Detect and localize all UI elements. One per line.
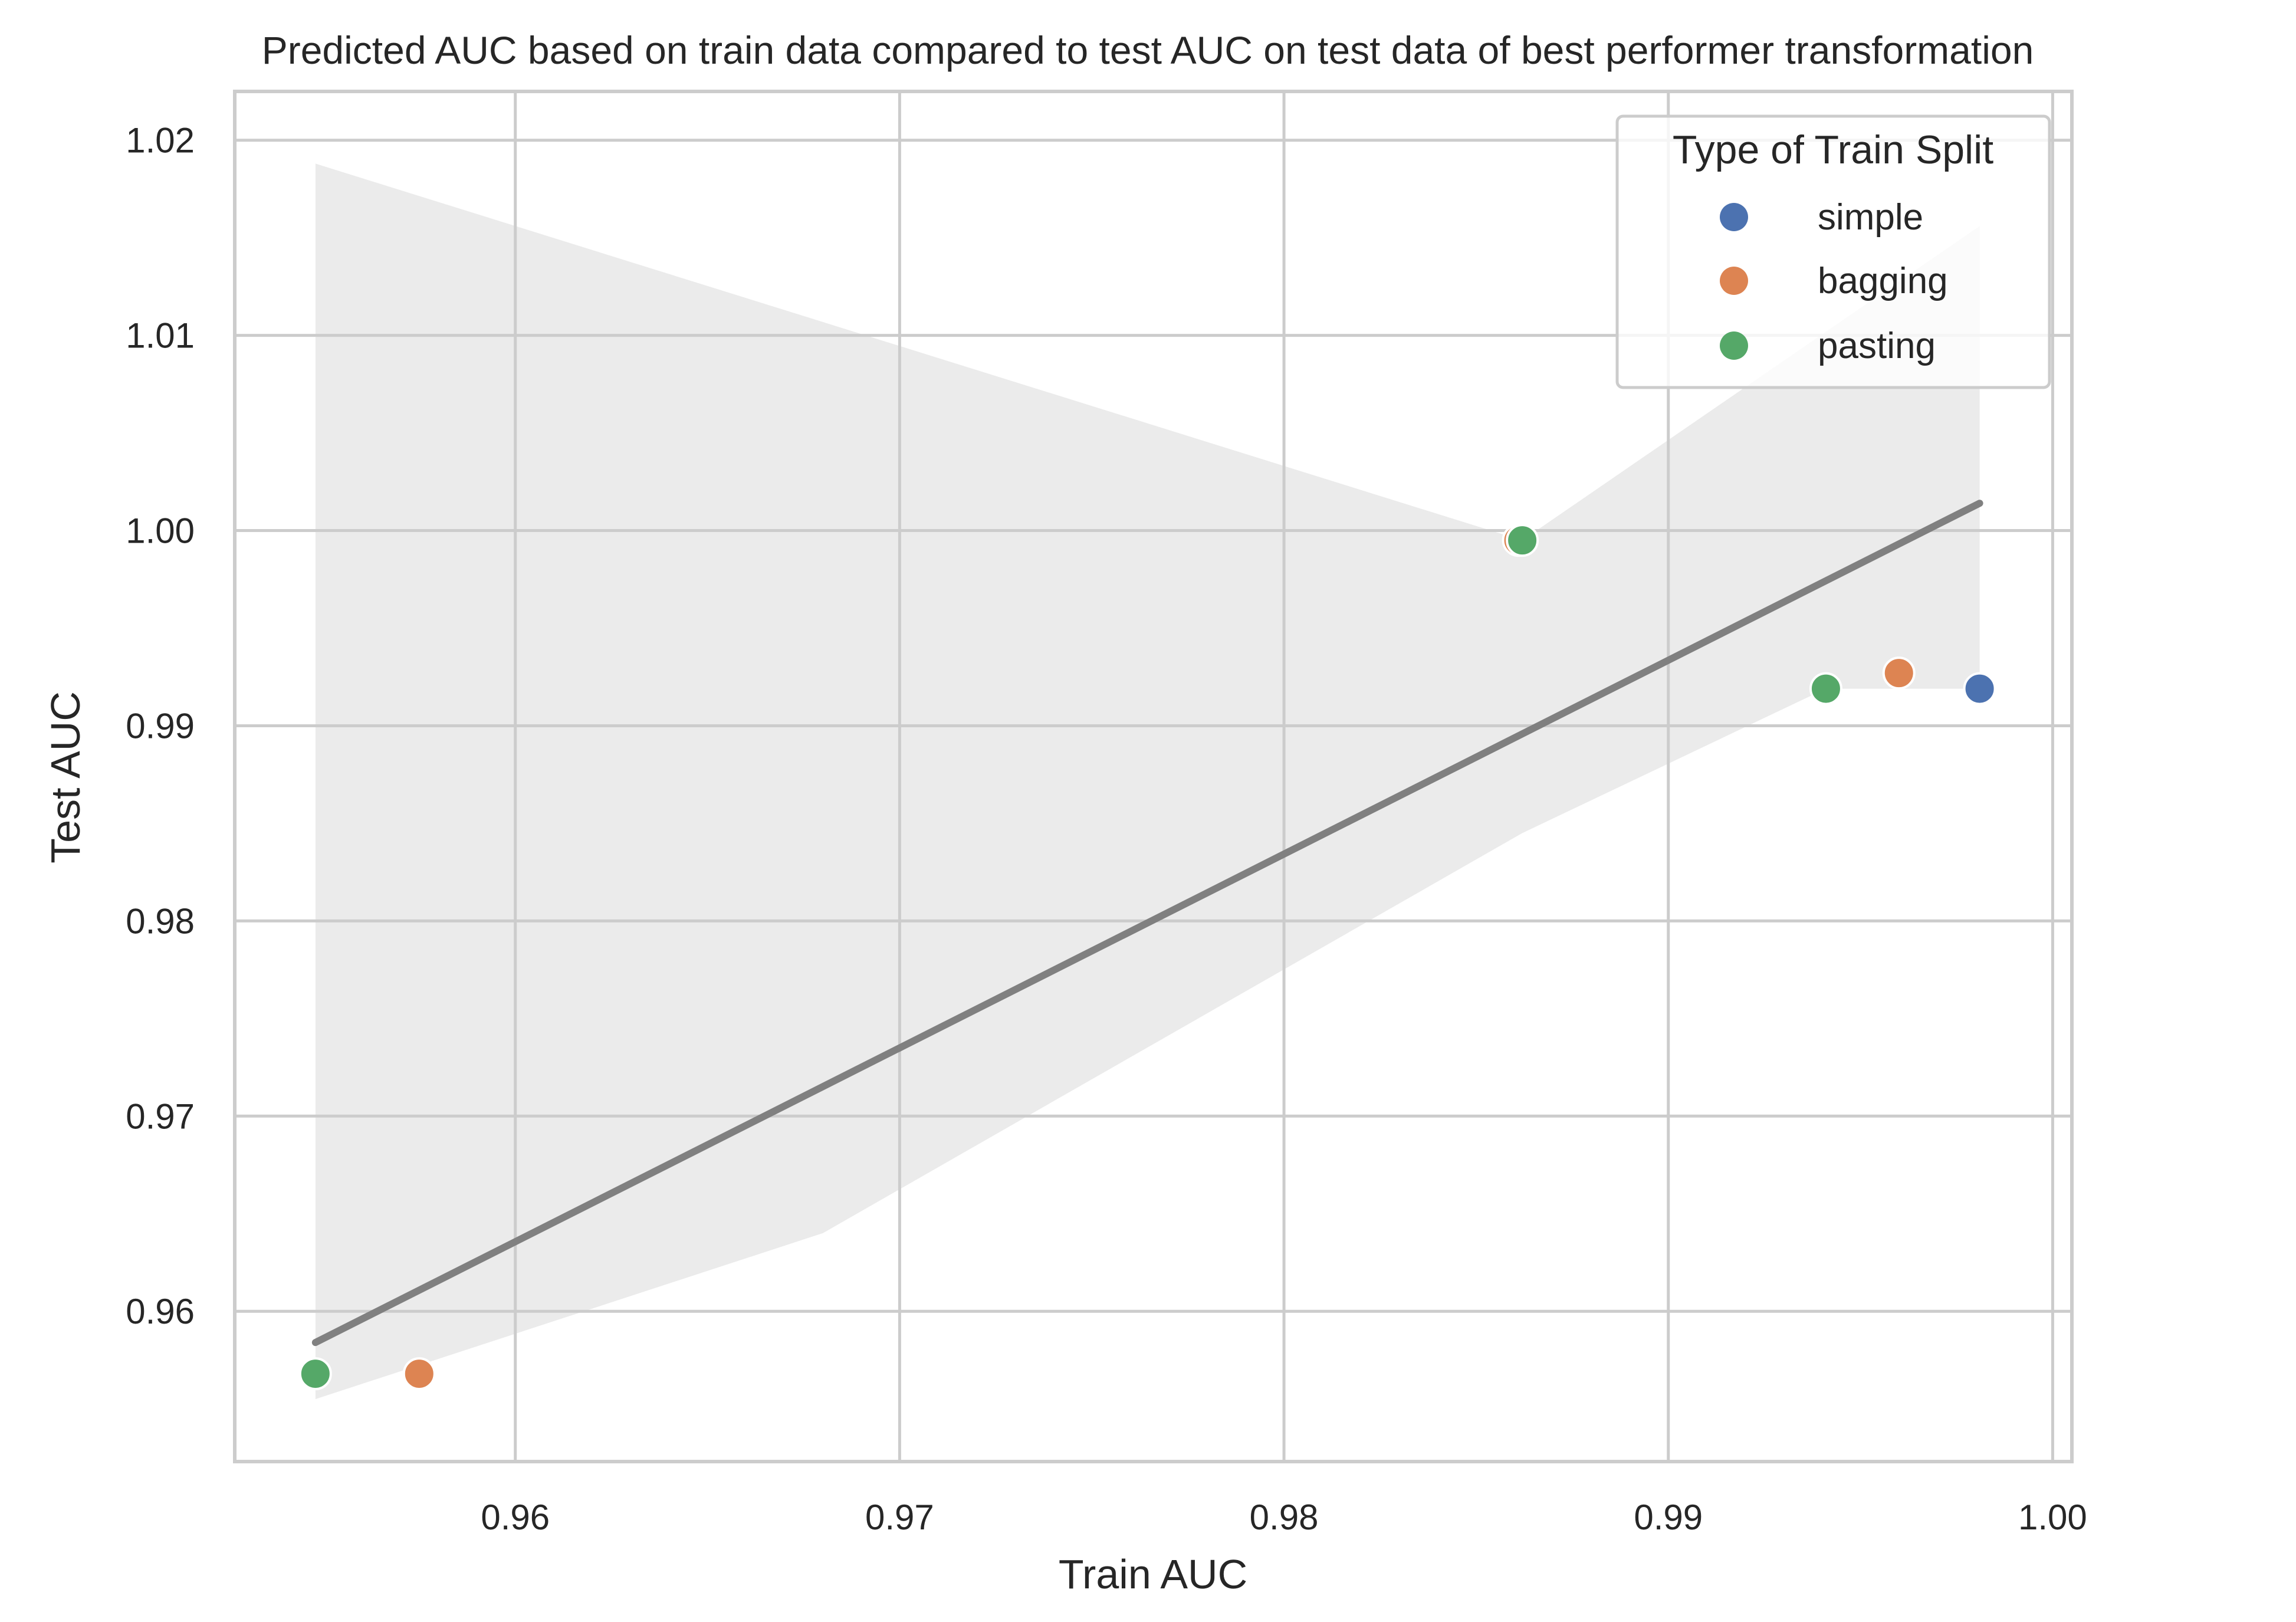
y-tick-label-5: 1.01 <box>126 316 195 356</box>
point-pasting-1 <box>1506 524 1539 557</box>
point-bagging-0 <box>402 1357 436 1391</box>
y-tick-labels: 0.96 0.97 0.98 0.99 1.00 1.01 1.02 <box>126 121 195 1331</box>
y-axis-label: Test AUC <box>42 691 88 863</box>
legend-label-bagging: bagging <box>1818 261 1948 301</box>
confidence-band-area <box>315 163 1980 1400</box>
y-tick-label-4: 1.00 <box>126 511 195 551</box>
x-axis-label: Train AUC <box>1059 1551 1247 1597</box>
x-tick-label-4: 1.00 <box>2018 1498 2087 1537</box>
legend-marker-bagging <box>1720 267 1748 295</box>
chart-title: Predicted AUC based on train data compar… <box>262 28 2034 72</box>
legend-label-simple: simple <box>1818 197 1923 238</box>
y-tick-label-3: 0.99 <box>126 706 195 746</box>
legend: Type of Train Split simple bagging pasti… <box>1615 114 2051 389</box>
legend-marker-pasting <box>1720 331 1748 360</box>
plot-frame <box>233 90 2074 1463</box>
regression-line <box>311 500 1983 1347</box>
x-tick-label-1: 0.97 <box>865 1498 934 1537</box>
point-bagging-2 <box>1882 656 1916 690</box>
scatter-points <box>298 524 1996 1391</box>
y-tick-label-1: 0.97 <box>126 1096 195 1136</box>
x-tick-label-2: 0.98 <box>1250 1498 1319 1537</box>
confidence-band <box>315 163 1980 1400</box>
legend-title: Type of Train Split <box>1673 127 1993 172</box>
y-tick-label-0: 0.96 <box>126 1292 195 1331</box>
x-tick-labels: 0.96 0.97 0.98 0.99 1.00 <box>481 1498 2087 1537</box>
legend-box <box>1615 114 2051 389</box>
point-pasting-2 <box>1809 672 1842 705</box>
legend-marker-simple <box>1720 203 1748 231</box>
x-tick-label-3: 0.99 <box>1634 1498 1703 1537</box>
point-pasting-0 <box>298 1357 332 1391</box>
point-simple-0 <box>1963 672 1996 705</box>
legend-label-pasting: pasting <box>1818 326 1936 366</box>
regression-line-group <box>311 500 1983 1347</box>
y-tick-label-6: 1.02 <box>126 121 195 160</box>
y-tick-label-2: 0.98 <box>126 901 195 941</box>
x-tick-label-0: 0.96 <box>481 1498 550 1537</box>
